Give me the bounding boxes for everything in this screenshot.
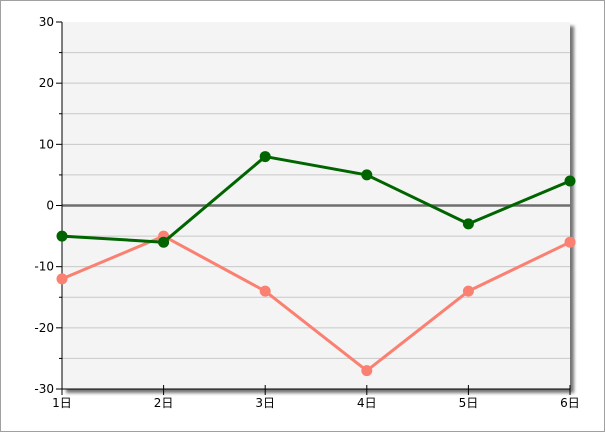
data-point (56, 230, 68, 242)
y-tick-label: 10 (39, 137, 54, 151)
data-point (158, 236, 170, 248)
y-tick-label: 0 (46, 199, 54, 213)
gridlines (62, 52, 570, 359)
y-tick-label: -10 (34, 260, 54, 274)
data-point (462, 218, 474, 230)
x-tick-label: 2日 (154, 396, 174, 410)
y-tick-label: -20 (34, 321, 54, 335)
data-point (564, 175, 576, 187)
x-tick-label: 3日 (255, 396, 275, 410)
x-tick-label: 4日 (357, 396, 377, 410)
data-point (361, 169, 373, 181)
axes (56, 21, 571, 395)
series-layer (56, 151, 576, 377)
x-tick-label: 5日 (459, 396, 479, 410)
data-point (462, 285, 474, 297)
data-point (564, 236, 576, 248)
data-point (259, 285, 271, 297)
y-tick-label: 30 (39, 15, 54, 29)
y-tick-label: -30 (34, 382, 54, 396)
data-point (259, 151, 271, 163)
series-1 (56, 151, 576, 248)
series-line (61, 234, 571, 373)
series-line (61, 155, 571, 244)
data-point (56, 273, 68, 285)
x-tick-label: 6日 (560, 396, 580, 410)
y-tick-label: 20 (39, 76, 54, 90)
data-point (361, 365, 373, 377)
x-tick-label: 1日 (52, 396, 72, 410)
